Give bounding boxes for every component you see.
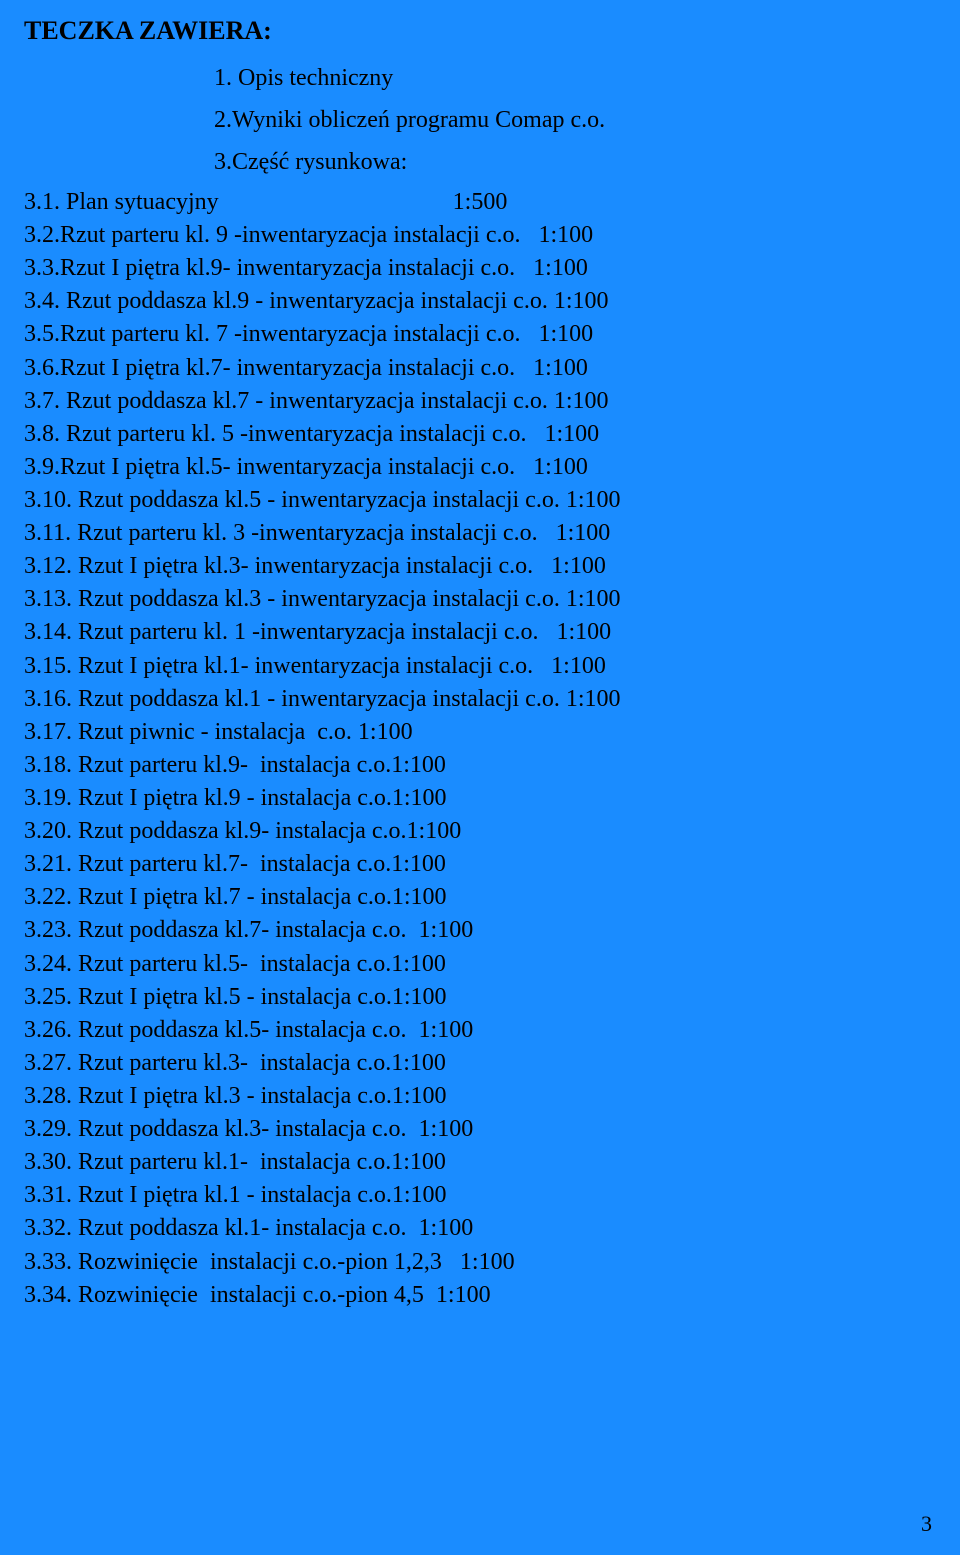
list-item: 3.15. Rzut I piętra kl.1- inwentaryzacja… <box>24 650 936 683</box>
list-item: 3.28. Rzut I piętra kl.3 - instalacja c.… <box>24 1080 936 1113</box>
list-item: 3.30. Rzut parteru kl.1- instalacja c.o.… <box>24 1146 936 1179</box>
list-item: 3.18. Rzut parteru kl.9- instalacja c.o.… <box>24 749 936 782</box>
list-item: 3.29. Rzut poddasza kl.3- instalacja c.o… <box>24 1113 936 1146</box>
list-item: 3.12. Rzut I piętra kl.3- inwentaryzacja… <box>24 550 936 583</box>
page-number: 3 <box>921 1511 932 1537</box>
list-item: 3.7. Rzut poddasza kl.7 - inwentaryzacja… <box>24 385 936 418</box>
list-item: 3.17. Rzut piwnic - instalacja c.o. 1:10… <box>24 716 936 749</box>
list-item: 3.24. Rzut parteru kl.5- instalacja c.o.… <box>24 948 936 981</box>
list-item: 3.26. Rzut poddasza kl.5- instalacja c.o… <box>24 1014 936 1047</box>
numbered-list: 3.1. Plan sytuacyjny 1:500 3.2.Rzut part… <box>24 186 936 1312</box>
document-page: TECZKA ZAWIERA: 1. Opis techniczny 2.Wyn… <box>0 0 960 1555</box>
list-item: 3.8. Rzut parteru kl. 5 -inwentaryzacja … <box>24 418 936 451</box>
list-item: 3.11. Rzut parteru kl. 3 -inwentaryzacja… <box>24 517 936 550</box>
list-item: 3.23. Rzut poddasza kl.7- instalacja c.o… <box>24 914 936 947</box>
list-item: 3.1. Plan sytuacyjny 1:500 <box>24 186 936 219</box>
list-item: 3.3.Rzut I piętra kl.9- inwentaryzacja i… <box>24 252 936 285</box>
list-item: 3.27. Rzut parteru kl.3- instalacja c.o.… <box>24 1047 936 1080</box>
list-item: 3.32. Rzut poddasza kl.1- instalacja c.o… <box>24 1212 936 1245</box>
list-item: 3.6.Rzut I piętra kl.7- inwentaryzacja i… <box>24 352 936 385</box>
list-item: 3.9.Rzut I piętra kl.5- inwentaryzacja i… <box>24 451 936 484</box>
list-item: 3.20. Rzut poddasza kl.9- instalacja c.o… <box>24 815 936 848</box>
section-heading: TECZKA ZAWIERA: <box>24 16 936 46</box>
list-item: 3.14. Rzut parteru kl. 1 -inwentaryzacja… <box>24 616 936 649</box>
intro-line: 2.Wyniki obliczeń programu Comap c.o. <box>214 102 936 138</box>
list-item: 3.22. Rzut I piętra kl.7 - instalacja c.… <box>24 881 936 914</box>
list-item: 3.21. Rzut parteru kl.7- instalacja c.o.… <box>24 848 936 881</box>
list-item: 3.25. Rzut I piętra kl.5 - instalacja c.… <box>24 981 936 1014</box>
list-item: 3.4. Rzut poddasza kl.9 - inwentaryzacja… <box>24 285 936 318</box>
intro-block: 1. Opis techniczny 2.Wyniki obliczeń pro… <box>214 60 936 180</box>
list-item: 3.33. Rozwinięcie instalacji c.o.-pion 1… <box>24 1246 936 1279</box>
list-item: 3.10. Rzut poddasza kl.5 - inwentaryzacj… <box>24 484 936 517</box>
intro-line: 1. Opis techniczny <box>214 60 936 96</box>
list-item: 3.19. Rzut I piętra kl.9 - instalacja c.… <box>24 782 936 815</box>
list-item: 3.31. Rzut I piętra kl.1 - instalacja c.… <box>24 1179 936 1212</box>
list-item: 3.34. Rozwinięcie instalacji c.o.-pion 4… <box>24 1279 936 1312</box>
list-item: 3.2.Rzut parteru kl. 9 -inwentaryzacja i… <box>24 219 936 252</box>
list-item: 3.16. Rzut poddasza kl.1 - inwentaryzacj… <box>24 683 936 716</box>
list-item: 3.5.Rzut parteru kl. 7 -inwentaryzacja i… <box>24 318 936 351</box>
list-item: 3.13. Rzut poddasza kl.3 - inwentaryzacj… <box>24 583 936 616</box>
intro-line: 3.Część rysunkowa: <box>214 144 936 180</box>
